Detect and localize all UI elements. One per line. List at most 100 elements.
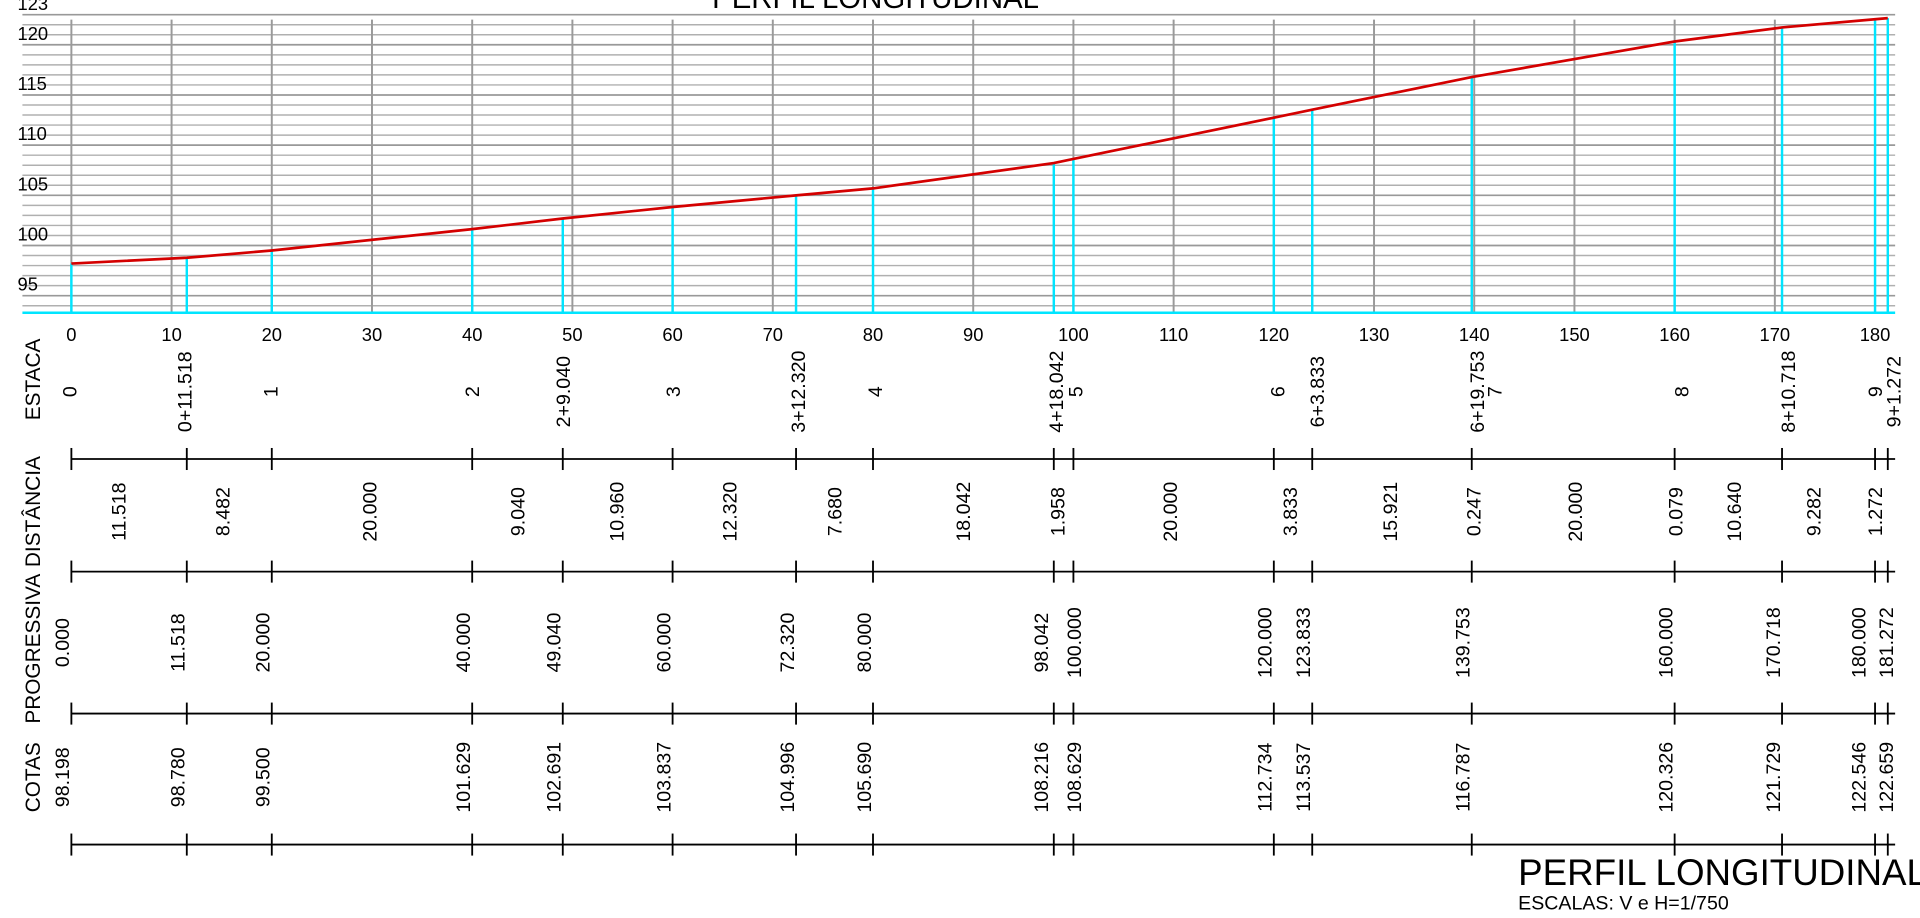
x-tick-label: 130 bbox=[1359, 324, 1390, 345]
profile-line bbox=[71, 16, 1888, 265]
progressive-label: 123.833 bbox=[1293, 607, 1315, 678]
x-tick-label: 0 bbox=[66, 324, 76, 345]
distance-label: 0.247 bbox=[1463, 487, 1485, 536]
estaca-label: 4+18.042 bbox=[1046, 351, 1068, 433]
x-tick-label: 110 bbox=[1159, 324, 1188, 345]
x-tick-label: 160 bbox=[1659, 324, 1690, 345]
elevation-label: 99.500 bbox=[253, 747, 275, 807]
estaca-label: 1 bbox=[260, 386, 282, 397]
x-tick-label: 80 bbox=[863, 324, 883, 345]
x-tick-label: 10 bbox=[161, 324, 181, 345]
estaca-label: 2+9.040 bbox=[553, 356, 575, 427]
x-tick-label: 150 bbox=[1559, 324, 1590, 345]
row-label: COTAS bbox=[22, 742, 45, 812]
elevation-label: 105.690 bbox=[854, 742, 876, 813]
footer-title: PERFIL LONGITUDINAL bbox=[1518, 852, 1920, 893]
elevation-label: 98.780 bbox=[168, 747, 190, 807]
elevation-label: 98.198 bbox=[52, 747, 74, 807]
progressive-label: 120.000 bbox=[1255, 607, 1277, 678]
progressive-label: 180.000 bbox=[1849, 607, 1871, 678]
x-tick-label: 140 bbox=[1459, 324, 1490, 345]
distance-label: 20.000 bbox=[359, 482, 381, 542]
estaca-label: 3 bbox=[663, 386, 685, 397]
distance-label: 0.079 bbox=[1665, 487, 1687, 536]
estaca-label: 0 bbox=[60, 386, 82, 397]
estaca-label: 5 bbox=[1066, 386, 1088, 397]
progressive-label: 49.040 bbox=[544, 613, 566, 673]
estaca-label: 6 bbox=[1268, 386, 1290, 397]
x-tick-label: 100 bbox=[1058, 324, 1089, 345]
estaca-label: 9+1.272 bbox=[1883, 356, 1905, 427]
row-label: ESTACA bbox=[22, 338, 45, 420]
progressive-label: 40.000 bbox=[453, 613, 475, 673]
distance-label: 20.000 bbox=[1565, 482, 1587, 542]
elevation-label: 122.659 bbox=[1876, 742, 1898, 813]
x-tick-label: 90 bbox=[963, 324, 983, 345]
y-tick-label: 123 bbox=[18, 0, 49, 14]
row-label: DISTÂNCIA bbox=[22, 456, 45, 567]
elevation-label: 108.216 bbox=[1031, 742, 1053, 813]
x-tick-label: 20 bbox=[262, 324, 282, 345]
distance-label: 20.000 bbox=[1160, 482, 1182, 542]
x-tick-label: 40 bbox=[462, 324, 482, 345]
distance-label: 1.958 bbox=[1047, 487, 1069, 536]
progressive-label: 100.000 bbox=[1064, 607, 1086, 678]
y-tick-label: 115 bbox=[18, 73, 47, 94]
progressive-label: 80.000 bbox=[854, 613, 876, 673]
distance-label: 18.042 bbox=[953, 482, 975, 542]
distance-label: 1.272 bbox=[1865, 487, 1887, 536]
elevation-label: 113.537 bbox=[1293, 743, 1315, 812]
elevation-label: 116.787 bbox=[1453, 743, 1475, 812]
estaca-label: 0+11.518 bbox=[175, 351, 197, 432]
progressive-label: 160.000 bbox=[1655, 607, 1677, 678]
progressive-label: 181.272 bbox=[1876, 607, 1898, 678]
elevation-label: 101.629 bbox=[453, 742, 475, 813]
progressive-label: 0.000 bbox=[52, 618, 74, 667]
estaca-label: 8 bbox=[1672, 386, 1694, 397]
elevation-label: 104.996 bbox=[777, 742, 799, 813]
distance-label: 12.320 bbox=[719, 482, 741, 542]
estaca-label: 4 bbox=[865, 386, 887, 397]
x-tick-label: 180 bbox=[1860, 324, 1891, 345]
elevation-label: 108.629 bbox=[1064, 742, 1086, 813]
x-tick-label: 30 bbox=[362, 324, 382, 345]
x-tick-label: 50 bbox=[562, 324, 582, 345]
y-tick-label: 110 bbox=[18, 123, 47, 144]
y-tick-label: 120 bbox=[18, 23, 49, 44]
distance-label: 9.040 bbox=[508, 487, 530, 536]
elevation-label: 102.691 bbox=[544, 742, 566, 813]
estaca-label: 8+10.718 bbox=[1778, 350, 1800, 432]
elevation-label: 103.837 bbox=[653, 742, 675, 813]
progressive-label: 11.518 bbox=[168, 613, 190, 672]
distance-label: 15.921 bbox=[1380, 482, 1402, 542]
estaca-label: 7 bbox=[1484, 386, 1506, 397]
y-tick-label: 95 bbox=[18, 274, 38, 295]
progressive-label: 98.042 bbox=[1031, 613, 1053, 673]
x-tick-label: 170 bbox=[1760, 324, 1791, 345]
row-label: PROGRESSIVA bbox=[22, 574, 45, 724]
elevation-label: 122.546 bbox=[1849, 742, 1871, 813]
estaca-label: 2 bbox=[462, 386, 484, 397]
estaca-label: 6+19.753 bbox=[1467, 350, 1489, 432]
elevation-label: 121.729 bbox=[1763, 742, 1785, 813]
chart-title: PERFIL LONGITUDINAL bbox=[712, 0, 1039, 15]
distance-label: 7.680 bbox=[825, 487, 847, 536]
estaca-label: 9 bbox=[1865, 386, 1887, 397]
distance-label: 9.282 bbox=[1804, 487, 1826, 536]
progressive-label: 60.000 bbox=[653, 613, 675, 673]
y-tick-label: 105 bbox=[18, 173, 49, 194]
progressive-label: 20.000 bbox=[253, 613, 275, 673]
elevation-label: 112.734 bbox=[1255, 742, 1277, 811]
progressive-label: 72.320 bbox=[777, 613, 799, 673]
footer-subtitle: ESCALAS: V e H=1/750 bbox=[1518, 893, 1729, 915]
distance-label: 10.640 bbox=[1724, 482, 1746, 542]
elevation-label: 120.326 bbox=[1655, 742, 1677, 813]
distance-label: 8.482 bbox=[213, 487, 235, 536]
y-tick-label: 100 bbox=[18, 224, 49, 245]
x-tick-label: 70 bbox=[763, 324, 783, 345]
progressive-label: 139.753 bbox=[1453, 607, 1475, 678]
progressive-label: 170.718 bbox=[1763, 607, 1785, 678]
estaca-label: 6+3.833 bbox=[1307, 356, 1329, 427]
